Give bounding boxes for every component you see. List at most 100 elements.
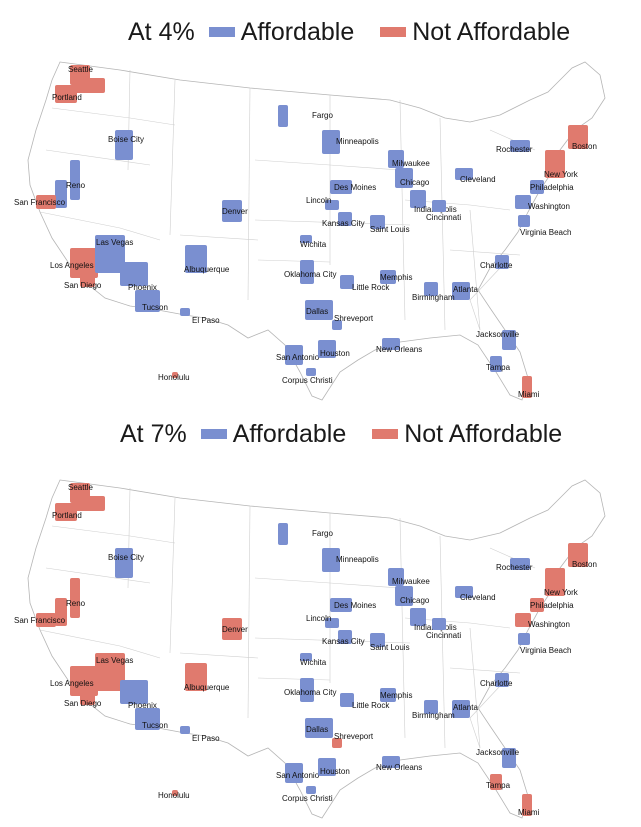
city-label-birmingham: Birmingham <box>412 293 455 302</box>
metro-region-shreveport <box>332 738 342 748</box>
metro-region-shreveport <box>332 320 342 330</box>
city-label-los-angeles: Los Angeles <box>50 261 94 270</box>
city-label-albuquerque: Albuquerque <box>184 683 230 692</box>
state-border <box>439 535 446 749</box>
city-label-portland: Portland <box>52 93 82 102</box>
state-border <box>179 234 259 241</box>
metro-region-miami <box>522 376 532 398</box>
metro-region-wichita <box>300 653 312 661</box>
metro-region-san-diego <box>80 275 95 287</box>
city-label-san-antonio: San Antonio <box>276 771 320 780</box>
state-border <box>45 149 151 166</box>
city-label-lincoln: Lincoln <box>306 614 331 623</box>
metro-region-new-orleans <box>382 756 400 768</box>
state-border <box>449 249 521 256</box>
legend: At 7% Affordable Not Affordable <box>120 416 562 452</box>
state-border <box>247 505 251 719</box>
city-label-memphis: Memphis <box>380 691 412 700</box>
city-label-fargo: Fargo <box>312 111 333 120</box>
city-label-los-angeles: Los Angeles <box>50 679 94 688</box>
city-label-saint-louis: Saint Louis <box>370 225 410 234</box>
metro-region-oklahoma-city <box>300 678 314 702</box>
city-label-little-rock: Little Rock <box>352 283 390 292</box>
city-label-minneapolis: Minneapolis <box>336 555 379 564</box>
city-label-honolulu: Honolulu <box>158 791 190 800</box>
metro-region-atlanta <box>452 700 470 718</box>
city-label-jacksonville: Jacksonville <box>476 330 520 339</box>
city-label-boise-city: Boise City <box>108 553 144 562</box>
state-border <box>254 159 401 171</box>
city-label-san-francisco: San Francisco <box>14 198 66 207</box>
metro-region-milwaukee <box>388 568 404 586</box>
metro-region-philadelphia <box>530 598 544 612</box>
affordable-swatch <box>200 429 227 439</box>
city-label-portland: Portland <box>52 511 82 520</box>
city-label-chicago: Chicago <box>400 596 430 605</box>
metro-region-charlotte <box>495 255 509 269</box>
metro-region-las-vegas <box>95 653 125 691</box>
not-affordable-legend-label: Not Affordable <box>404 419 563 448</box>
metro-region-portland <box>75 78 105 93</box>
metro-region-new-york <box>545 150 565 178</box>
metro-region-denver <box>222 618 242 640</box>
city-label-tucson: Tucson <box>142 721 168 730</box>
state-border <box>39 211 161 241</box>
state-border <box>469 627 481 749</box>
city-label-tampa: Tampa <box>486 363 511 372</box>
not-affordable-swatch <box>380 27 407 37</box>
city-label-seattle: Seattle <box>68 65 93 74</box>
city-label-cincinnati: Cincinnati <box>426 631 461 640</box>
metro-region-virginia-beach <box>518 633 530 645</box>
state-border <box>39 629 161 659</box>
metro-region-rochester <box>510 140 530 152</box>
metro-region-el-paso <box>180 726 190 734</box>
metro-region-kansas-city <box>338 630 352 644</box>
metro-region-atlanta <box>452 282 470 300</box>
not-affordable-swatch <box>372 429 399 439</box>
state-border <box>257 677 331 681</box>
metro-region-denver <box>222 200 242 222</box>
metro-region-philadelphia <box>530 180 544 194</box>
city-label-corpus-christi: Corpus Christi <box>282 794 333 803</box>
metro-region-reno <box>70 578 80 618</box>
metro-region-minneapolis <box>322 548 340 572</box>
metro-region-tucson <box>135 708 160 730</box>
affordable-legend-label: Affordable <box>232 419 347 448</box>
metro-region-dallas <box>305 300 333 320</box>
metro-region-corpus-christi <box>306 786 316 794</box>
city-label-san-diego: San Diego <box>64 699 102 708</box>
metro-region-las-vegas <box>95 235 125 273</box>
metro-region-reno <box>70 160 80 200</box>
city-label-albuquerque: Albuquerque <box>184 265 230 274</box>
metro-region-houston <box>318 340 336 358</box>
city-label-kansas-city: Kansas City <box>322 637 365 646</box>
metro-region-corpus-christi <box>306 368 316 376</box>
metro-region-cleveland <box>455 586 473 598</box>
metro-region-boise-city <box>115 130 133 160</box>
state-border <box>45 567 151 584</box>
map-panel-7pct: Seattle Portland Boise City Reno San Francis… <box>0 414 641 827</box>
city-label-boston: Boston <box>572 560 597 569</box>
city-label-memphis: Memphis <box>380 273 412 282</box>
metro-region-virginia-beach <box>518 215 530 227</box>
metro-region-chicago <box>395 586 413 606</box>
city-label-lincoln: Lincoln <box>306 196 331 205</box>
state-border <box>439 117 446 331</box>
metro-region-des-moines <box>330 598 352 612</box>
metro-region-reno <box>55 180 67 208</box>
us-outline <box>27 479 606 819</box>
rate-label: At 7% <box>120 419 187 448</box>
metro-region-minneapolis <box>322 130 340 154</box>
city-label-rochester: Rochester <box>496 563 533 572</box>
city-label-oklahoma-city: Oklahoma City <box>284 270 336 279</box>
city-label-las-vegas: Las Vegas <box>96 238 133 247</box>
metro-region-wichita <box>300 235 312 243</box>
not-affordable-legend-label: Not Affordable <box>412 17 571 46</box>
metro-region-san-francisco <box>36 613 56 627</box>
city-label-wichita: Wichita <box>300 658 327 667</box>
metro-region-reno <box>55 598 67 626</box>
metro-region-phoenix <box>120 262 148 286</box>
city-label-san-diego: San Diego <box>64 281 102 290</box>
state-border <box>404 617 511 629</box>
city-label-shreveport: Shreveport <box>334 732 374 741</box>
